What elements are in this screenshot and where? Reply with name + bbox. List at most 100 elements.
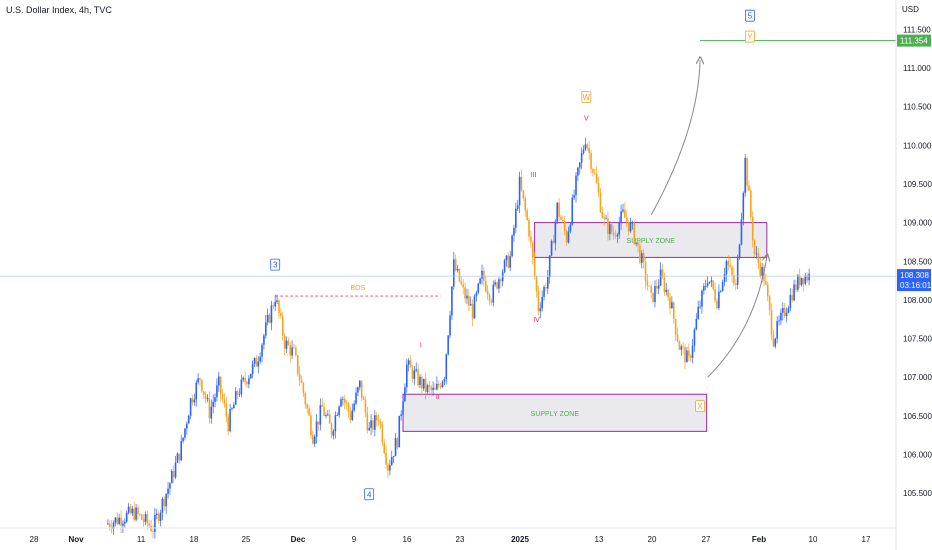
candle-body — [327, 414, 329, 416]
price-tick-label: 109.000 — [903, 219, 932, 228]
candle-body — [159, 512, 162, 522]
candle-body — [120, 517, 122, 526]
candle-body — [616, 234, 619, 237]
candle-body — [107, 523, 109, 525]
price-axis[interactable]: 105.500 106.000 106.500 107.000 107.500 108.0… — [895, 0, 932, 550]
candle-body — [648, 285, 651, 287]
candle-body — [507, 255, 510, 268]
candle-body — [280, 313, 282, 317]
candle-body — [321, 405, 323, 407]
candle-body — [206, 398, 209, 400]
time-axis[interactable]: 28 Nov 11 18 25 Dec 9 16 23 2025 13 20 27 Feb 10 17 — [0, 527, 896, 544]
candle-body — [108, 523, 111, 527]
candle-body — [718, 291, 720, 309]
candle-body — [372, 420, 374, 430]
candle-body — [214, 397, 216, 402]
candle-body — [697, 306, 699, 319]
candle-body — [127, 506, 130, 513]
candle-body — [599, 192, 602, 213]
candle-body — [541, 296, 543, 309]
candle-body — [233, 404, 235, 409]
candle-body — [172, 471, 175, 478]
candle-body — [543, 287, 545, 297]
candle-body — [421, 376, 423, 389]
candle-body — [761, 266, 763, 276]
candle-body — [387, 464, 389, 471]
candle-body — [676, 334, 679, 342]
candle-body — [488, 294, 491, 301]
candle-body — [218, 376, 220, 386]
candle-body — [785, 312, 788, 317]
candle-body — [466, 295, 468, 299]
candle-body — [223, 399, 226, 404]
candle-body — [165, 493, 167, 507]
candle-body — [434, 387, 436, 390]
candle-body — [550, 240, 553, 256]
candle-body — [669, 297, 671, 309]
candle-body — [624, 209, 626, 218]
candle-body — [556, 202, 558, 222]
candle-body — [693, 329, 696, 346]
candle-body — [193, 399, 196, 403]
candle-body — [492, 284, 495, 303]
candle-body — [152, 530, 154, 532]
candle-body — [635, 242, 637, 244]
candle-body — [347, 403, 350, 412]
candle-body — [204, 394, 207, 400]
candle-body — [216, 385, 218, 398]
candle-body — [644, 262, 647, 281]
candle-body — [791, 294, 793, 301]
time-tick-label: 10 — [809, 535, 818, 544]
candle-body — [443, 379, 446, 382]
candle-body — [332, 431, 335, 436]
target-price-label: 111.354 — [900, 37, 928, 46]
candle-body — [594, 172, 596, 174]
candle-body — [396, 438, 399, 448]
candle-body — [725, 261, 728, 275]
candle-body — [494, 282, 496, 285]
candle-body — [774, 338, 777, 347]
candle-body — [287, 340, 290, 346]
candle-body — [355, 392, 357, 404]
supply-zone-label: SUPPLY ZONE — [627, 238, 676, 245]
candle-body — [471, 304, 474, 319]
candle-body — [659, 269, 662, 286]
candle-body — [422, 378, 425, 389]
candle-body — [246, 381, 248, 385]
candle-body — [582, 149, 585, 154]
candle-body — [641, 253, 643, 263]
candle-body — [428, 385, 431, 387]
candle-body — [609, 224, 611, 235]
candle-body — [163, 498, 166, 507]
candle-body — [454, 259, 457, 271]
candle-body — [714, 289, 716, 301]
candle-body — [144, 514, 147, 522]
candle-body — [146, 514, 149, 524]
candle-body — [620, 211, 622, 223]
candle-body — [573, 195, 575, 198]
candle-body — [727, 261, 730, 266]
candle-body — [353, 403, 355, 411]
candle-body — [511, 235, 513, 257]
time-tick-label: Feb — [752, 535, 766, 544]
candle-body — [125, 512, 128, 522]
candle-body — [742, 192, 745, 220]
candle-body — [795, 284, 797, 290]
candle-body — [496, 282, 498, 289]
candle-body — [672, 302, 675, 320]
wave-label: III — [531, 172, 537, 179]
candle-body — [447, 335, 449, 355]
candle-body — [402, 401, 404, 415]
candle-body — [114, 517, 117, 523]
supply-zone-box — [534, 222, 768, 258]
candle-body — [174, 462, 177, 478]
candle-body — [394, 438, 397, 457]
candle-body — [362, 397, 365, 400]
candle-body — [657, 285, 660, 289]
candle-body — [637, 242, 639, 246]
candle-body — [229, 409, 231, 432]
candle-body — [505, 255, 508, 261]
candle-body — [701, 290, 703, 307]
time-tick-label: 18 — [190, 535, 199, 544]
